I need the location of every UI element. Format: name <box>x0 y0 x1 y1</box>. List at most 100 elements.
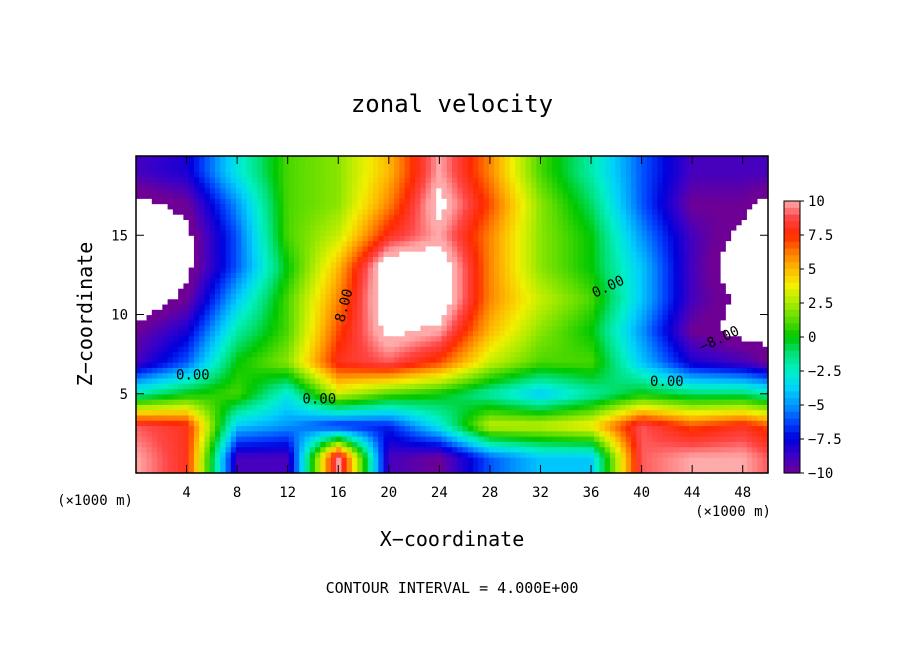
heatmap-cell <box>594 309 601 316</box>
heatmap-cell <box>430 346 437 353</box>
heatmap-cell <box>641 335 648 342</box>
heatmap-cell <box>330 293 337 300</box>
heatmap-cell <box>362 420 369 427</box>
heatmap-cell <box>473 314 479 321</box>
heatmap-cell <box>499 436 506 442</box>
heatmap-cell <box>362 319 369 326</box>
heatmap-cell <box>536 414 543 421</box>
heatmap-cell <box>436 383 443 390</box>
heatmap-cell <box>509 451 516 458</box>
heatmap-cell <box>494 298 500 305</box>
heatmap-cell <box>525 393 532 400</box>
heatmap-cell <box>620 425 627 432</box>
heatmap-cell <box>183 356 190 363</box>
heatmap-cell <box>731 362 737 368</box>
heatmap-cell <box>278 399 285 405</box>
heatmap-cell <box>478 414 485 421</box>
heatmap-cell <box>436 372 443 379</box>
heatmap-cell <box>541 367 548 374</box>
heatmap-cell <box>241 441 248 448</box>
heatmap-cell <box>604 325 611 331</box>
heatmap-cell <box>504 399 511 405</box>
heatmap-cell <box>162 251 169 257</box>
heatmap-cell <box>336 351 342 358</box>
heatmap-cell <box>167 446 174 453</box>
heatmap-cell <box>704 377 711 384</box>
heatmap-cell <box>546 399 553 405</box>
heatmap-cell <box>294 409 300 416</box>
heatmap-cell <box>488 393 495 400</box>
heatmap-cell <box>272 462 279 469</box>
heatmap-cell <box>604 266 611 273</box>
heatmap-cell <box>599 414 606 421</box>
heatmap-cell <box>615 261 622 268</box>
heatmap-cell <box>604 393 611 400</box>
heatmap-cell <box>430 335 437 342</box>
heatmap-cell <box>294 314 300 321</box>
heatmap-cell <box>272 362 279 368</box>
heatmap-cell <box>478 430 485 437</box>
heatmap-cell <box>420 367 427 374</box>
heatmap-cell <box>436 251 443 257</box>
heatmap-cell <box>620 277 627 284</box>
heatmap-cell <box>373 362 379 368</box>
heatmap-cell <box>388 383 395 390</box>
heatmap-cell <box>731 319 737 326</box>
heatmap-cell <box>251 282 258 289</box>
heatmap-cell <box>515 430 522 437</box>
heatmap-cell <box>573 293 579 300</box>
heatmap-cell <box>299 388 306 395</box>
heatmap-cell <box>430 446 437 453</box>
heatmap-cell <box>373 303 379 310</box>
heatmap-cell <box>689 314 695 321</box>
heatmap-cell <box>220 409 227 416</box>
heatmap-cell <box>409 319 416 326</box>
heatmap-cell <box>178 303 184 310</box>
heatmap-cell <box>193 457 200 464</box>
heatmap-cell <box>567 446 574 453</box>
heatmap-cell <box>520 298 527 305</box>
heatmap-cell <box>557 346 564 353</box>
heatmap-cell <box>204 430 211 437</box>
heatmap-cell <box>288 325 295 331</box>
heatmap-cell <box>294 425 300 432</box>
heatmap-cell <box>262 446 269 453</box>
heatmap-cell <box>704 330 711 337</box>
heatmap-cell <box>204 266 211 273</box>
heatmap-cell <box>220 346 227 353</box>
heatmap-cell <box>436 436 443 442</box>
heatmap-cell <box>646 314 653 321</box>
heatmap-cell <box>636 319 643 326</box>
heatmap-cell <box>315 351 321 358</box>
heatmap-cell <box>294 404 300 411</box>
heatmap-cell <box>752 288 759 294</box>
heatmap-cell <box>504 436 511 442</box>
heatmap-cell <box>209 467 216 474</box>
heatmap-cell <box>199 372 206 379</box>
heatmap-cell <box>220 462 227 469</box>
heatmap-cell <box>383 314 390 321</box>
heatmap-cell <box>151 325 158 331</box>
heatmap-cell <box>209 298 216 305</box>
heatmap-cell <box>236 430 242 437</box>
heatmap-cell <box>699 256 706 263</box>
heatmap-cell <box>394 372 400 379</box>
heatmap-cell <box>641 282 648 289</box>
heatmap-cell <box>473 282 479 289</box>
heatmap-cell <box>694 372 701 379</box>
heatmap-cell <box>652 451 658 458</box>
heatmap-cell <box>141 362 148 368</box>
heatmap-cell <box>741 393 748 400</box>
heatmap-cell <box>520 462 527 469</box>
heatmap-cell <box>288 383 295 390</box>
heatmap-cell <box>720 409 727 416</box>
heatmap-cell <box>278 282 285 289</box>
heatmap-cell <box>346 467 353 474</box>
heatmap-cell <box>557 420 564 427</box>
heatmap-cell <box>610 404 616 411</box>
heatmap-cell <box>652 441 658 448</box>
heatmap-cell <box>646 457 653 464</box>
heatmap-cell <box>583 335 590 342</box>
heatmap-cell <box>762 420 769 427</box>
heatmap-cell <box>557 319 564 326</box>
